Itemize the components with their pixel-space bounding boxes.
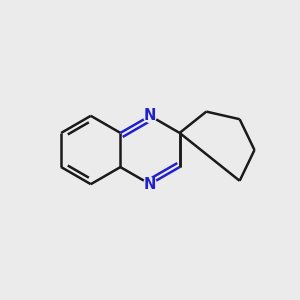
Circle shape <box>143 109 157 122</box>
Circle shape <box>143 178 157 191</box>
Text: N: N <box>144 108 156 123</box>
Text: N: N <box>144 177 156 192</box>
